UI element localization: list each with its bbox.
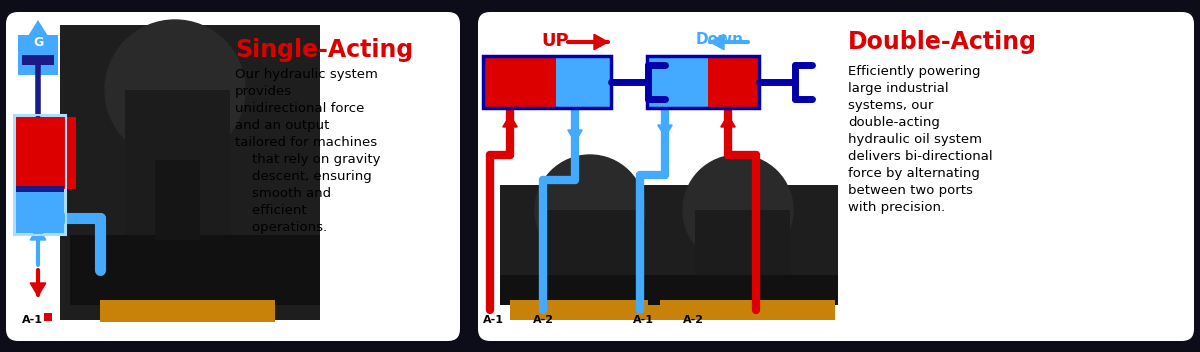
Text: A-2: A-2 [533, 315, 553, 325]
Bar [60, 25, 320, 320]
Bar [695, 210, 790, 305]
Bar [16, 117, 76, 189]
Text: Down: Down [696, 32, 744, 47]
Bar [556, 57, 611, 107]
Bar [16, 175, 64, 233]
Text: G: G [32, 36, 43, 49]
Bar [16, 186, 64, 192]
FancyBboxPatch shape [478, 12, 1194, 341]
Bar [500, 275, 690, 305]
Bar [18, 35, 58, 75]
Bar [14, 115, 66, 235]
Polygon shape [18, 20, 58, 52]
Text: A-1: A-1 [482, 315, 504, 325]
Bar [648, 185, 838, 295]
Polygon shape [721, 115, 736, 127]
Bar [545, 210, 640, 305]
Text: Efficiently powering
large industrial
systems, our
double-acting
hydraulic oil s: Efficiently powering large industrial sy… [848, 65, 992, 214]
FancyBboxPatch shape [6, 12, 460, 341]
Text: A-1: A-1 [632, 315, 654, 325]
Bar [484, 57, 556, 107]
Bar [708, 57, 758, 107]
Text: A-2: A-2 [683, 315, 703, 325]
Bar [500, 185, 690, 295]
Polygon shape [30, 283, 46, 296]
Text: Single-Acting: Single-Acting [235, 38, 413, 62]
Bar [155, 160, 200, 240]
Text: A-1: A-1 [22, 315, 42, 325]
Text: Our hydraulic system
provides
unidirectional force
and an output
tailored for ma: Our hydraulic system provides unidirecti… [235, 68, 380, 234]
Bar [648, 57, 708, 107]
Bar [100, 300, 275, 322]
Text: Double-Acting: Double-Acting [848, 30, 1037, 54]
Bar [647, 56, 760, 108]
Polygon shape [30, 227, 46, 240]
Bar [22, 55, 54, 65]
Polygon shape [710, 34, 724, 50]
Circle shape [535, 155, 646, 265]
Text: UP: UP [541, 32, 569, 50]
Polygon shape [594, 34, 608, 50]
Bar [14, 115, 66, 235]
Bar [64, 135, 76, 153]
Circle shape [683, 155, 793, 265]
Polygon shape [658, 125, 672, 137]
Circle shape [106, 20, 245, 160]
Polygon shape [503, 115, 517, 127]
Bar [125, 90, 230, 240]
Bar [510, 300, 685, 320]
Bar [44, 313, 52, 321]
Bar [648, 275, 838, 305]
Bar [70, 235, 320, 305]
Bar [482, 56, 611, 108]
Polygon shape [568, 130, 582, 142]
Bar [660, 300, 835, 320]
